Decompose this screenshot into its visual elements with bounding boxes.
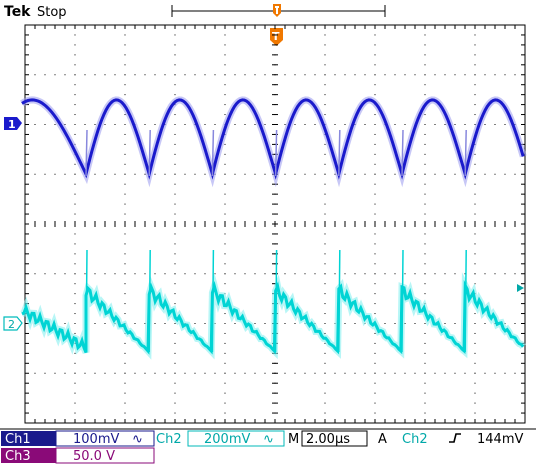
trigger-position-icon	[273, 4, 281, 17]
ch1-readout[interactable]: Ch1 100mV ∿	[1, 430, 155, 447]
ch3-readout[interactable]: Ch3 50.0 V	[1, 447, 155, 464]
svg-text:Ch3: Ch3	[5, 449, 31, 464]
svg-text:2: 2	[8, 318, 15, 331]
ch2-readout[interactable]: Ch2 200mV ∿	[156, 430, 285, 447]
ch1-ground-marker[interactable]: 1	[4, 117, 22, 131]
acquisition-status: Stop	[37, 5, 67, 20]
ch2-scale: 200mV	[204, 432, 250, 447]
timebase-mode: M	[288, 432, 299, 447]
trigger-level-marker-icon[interactable]	[517, 284, 524, 292]
trigger-marker-icon: T	[270, 28, 283, 46]
timebase-readout[interactable]: M 2.00µs	[288, 430, 368, 447]
ch1-waveform-spikes	[85, 129, 467, 177]
svg-text:T: T	[272, 30, 280, 43]
graticule	[24, 24, 526, 424]
ch2-coupling-icon: ∿	[263, 432, 274, 447]
header-bar: Tek Stop T	[4, 4, 386, 46]
svg-text:Ch1: Ch1	[5, 432, 31, 447]
readout-panel: Ch1 100mV ∿ Ch2 200mV ∿ M 2.00µs A Ch2 1…	[0, 428, 536, 464]
ch1-waveform	[21, 98, 525, 180]
ch1-scale: 100mV	[73, 432, 119, 447]
svg-text:Ch2: Ch2	[156, 432, 182, 447]
waveform-area	[20, 96, 527, 360]
trigger-readout[interactable]: A Ch2 144mV	[378, 432, 523, 447]
ch2-waveform-spikes	[85, 249, 467, 353]
ch2-ground-marker[interactable]: 2	[3, 316, 23, 331]
brand-logo: Tek	[4, 4, 31, 20]
rising-edge-icon	[449, 433, 461, 443]
trigger-level: 144mV	[477, 432, 523, 447]
trigger-mode: A	[378, 432, 387, 447]
ch1-coupling-icon: ∿	[132, 432, 143, 447]
ch3-scale: 50.0 V	[73, 449, 115, 464]
timebase-value: 2.00µs	[306, 432, 350, 447]
ch2-waveform	[21, 279, 525, 355]
trigger-source: Ch2	[402, 432, 428, 447]
svg-text:1: 1	[8, 118, 16, 131]
